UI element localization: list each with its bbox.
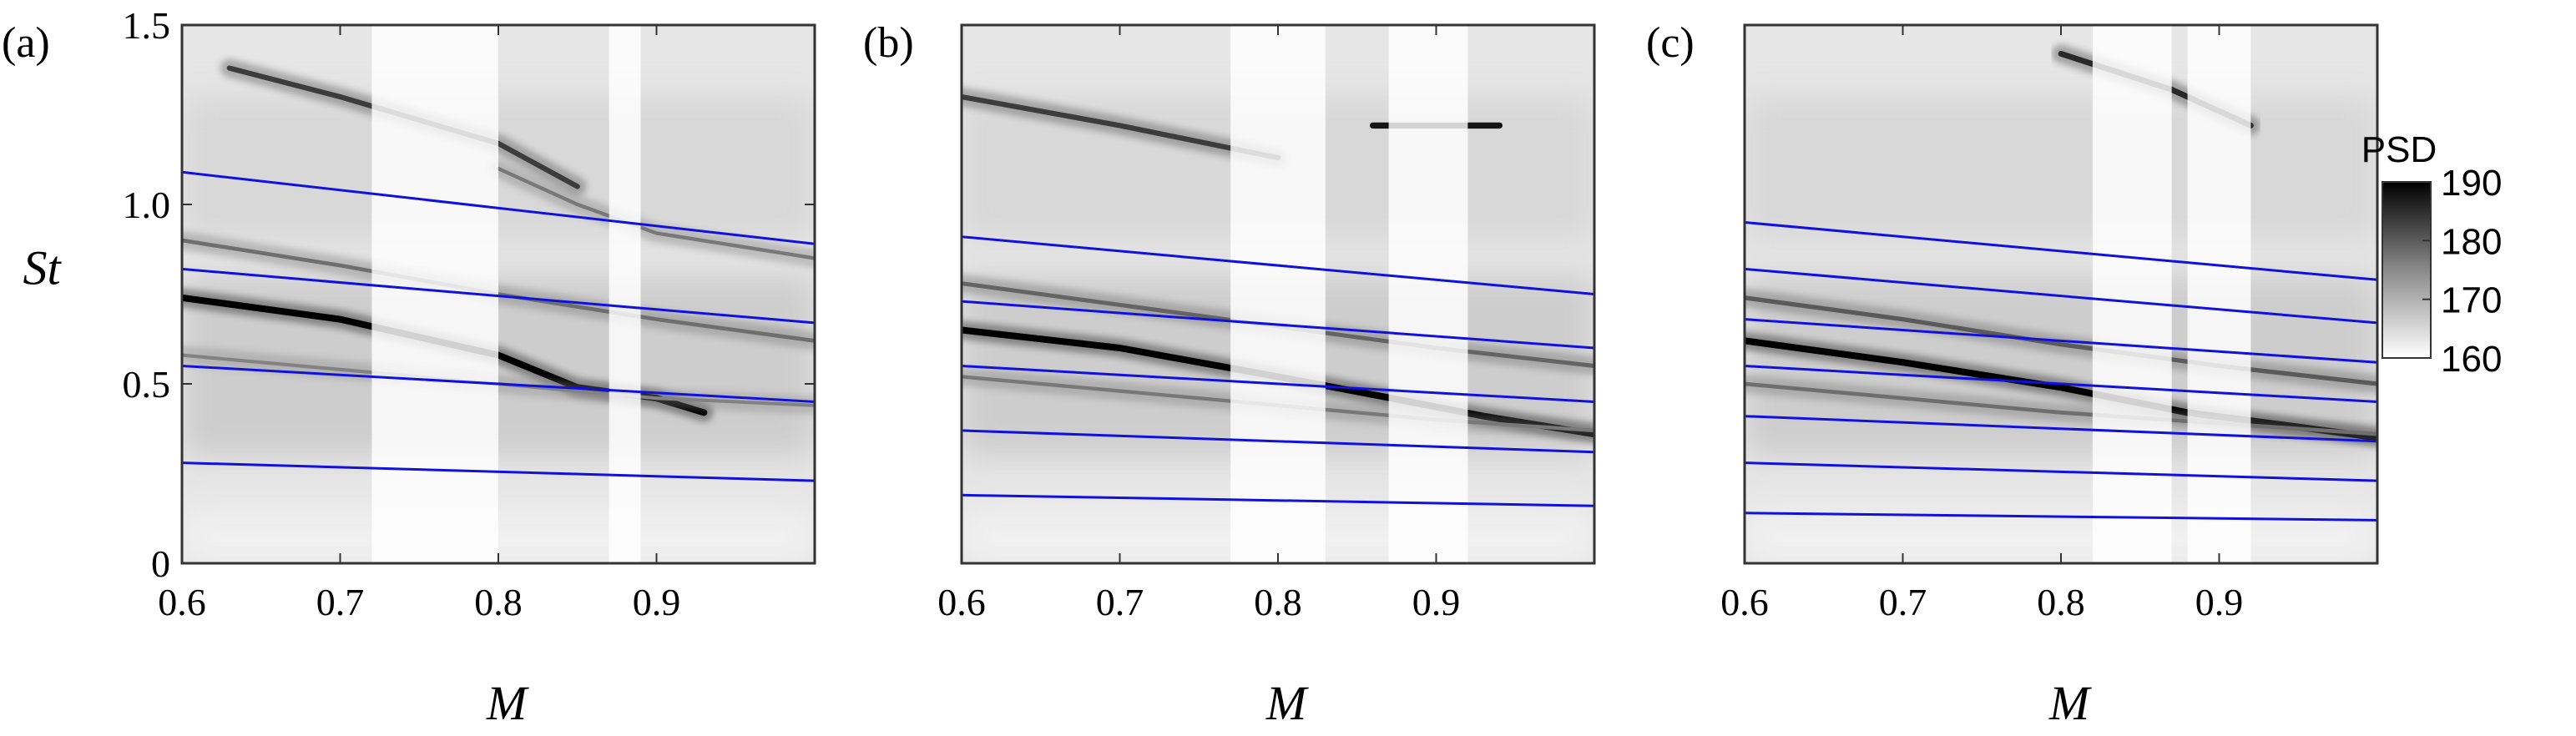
heatmap-ridge xyxy=(1745,381,2377,436)
heatmap-light-band xyxy=(2187,25,2251,563)
x-axis-title: M xyxy=(1265,676,1309,730)
mode-line xyxy=(1745,221,2377,281)
x-tick-label: 0.8 xyxy=(2037,581,2085,623)
plot-area xyxy=(1745,25,2377,563)
x-tick-label: 0.8 xyxy=(1254,581,1302,623)
x-tick-label: 0.6 xyxy=(937,581,986,623)
colorbar-title: PSD xyxy=(2361,129,2437,170)
x-axis-title: M xyxy=(2048,676,2092,730)
colorbar-gradient xyxy=(2382,181,2432,359)
mode-line xyxy=(182,365,815,403)
mode-line xyxy=(1745,318,2377,364)
panels: 0.6 0.7 0.8 0.9 0 0.5 1.0 1.5 M St (a) 0.6 0.7 0.8 0.9… xyxy=(2,4,2379,730)
panel-2: 0.6 0.7 0.8 0.9 M (b) xyxy=(863,19,1596,730)
mode-line xyxy=(962,235,1594,295)
x-tick-label: 0.9 xyxy=(2195,581,2244,623)
x-tick-label: 0.9 xyxy=(633,581,681,623)
heatmap-light-band xyxy=(2092,25,2172,563)
x-tick-label: 0.7 xyxy=(1096,581,1144,623)
mode-line xyxy=(962,429,1594,454)
mode-line xyxy=(1745,461,2377,482)
colorbar-tick-label: 190 xyxy=(2441,163,2502,204)
mode-line xyxy=(1745,512,2377,522)
mode-line xyxy=(182,170,815,245)
mode-line xyxy=(1745,267,2377,325)
panel-label: (b) xyxy=(863,19,914,67)
colorbar-tick-label: 180 xyxy=(2441,221,2502,262)
panel-1: 0.6 0.7 0.8 0.9 0 0.5 1.0 1.5 M St (a) xyxy=(2,4,816,730)
x-tick-label: 0.8 xyxy=(474,581,523,623)
heatmap-ridge xyxy=(962,93,1281,161)
panel-3: 0.6 0.7 0.8 0.9 M (c) xyxy=(1646,19,2379,730)
x-tick-label: 0.7 xyxy=(316,581,365,623)
mode-line xyxy=(962,365,1594,403)
x-tick-label: 0.6 xyxy=(1720,581,1769,623)
mode-line xyxy=(962,493,1594,507)
mode-line xyxy=(182,267,815,325)
heatmap-light-band xyxy=(1230,25,1326,563)
mode-line xyxy=(182,461,815,482)
mode-line xyxy=(1745,365,2377,403)
heatmap-band xyxy=(1745,97,2377,240)
y-tick-label: 0.5 xyxy=(123,363,171,406)
heatmap-ridge xyxy=(1745,295,2377,386)
panel-label: (a) xyxy=(2,19,50,67)
colorbar-tick-label: 170 xyxy=(2441,280,2502,321)
mode-line xyxy=(1745,415,2377,443)
y-tick-label: 0 xyxy=(151,542,170,585)
panel-label: (c) xyxy=(1646,19,1695,67)
colorbar-tick-label: 160 xyxy=(2441,339,2502,380)
x-tick-label: 0.6 xyxy=(158,581,206,623)
mode-line xyxy=(962,300,1594,350)
plot-area xyxy=(962,25,1594,563)
y-tick-label: 1.5 xyxy=(123,4,171,47)
x-tick-label: 0.9 xyxy=(1412,581,1461,623)
plot-area xyxy=(182,25,815,563)
x-axis-title: M xyxy=(486,676,529,730)
y-axis-title: St xyxy=(23,240,62,295)
heatmap-light-band xyxy=(609,25,641,563)
x-tick-label: 0.7 xyxy=(1879,581,1927,623)
y-tick-label: 1.0 xyxy=(123,184,171,226)
heatmap-light-band xyxy=(1388,25,1468,563)
